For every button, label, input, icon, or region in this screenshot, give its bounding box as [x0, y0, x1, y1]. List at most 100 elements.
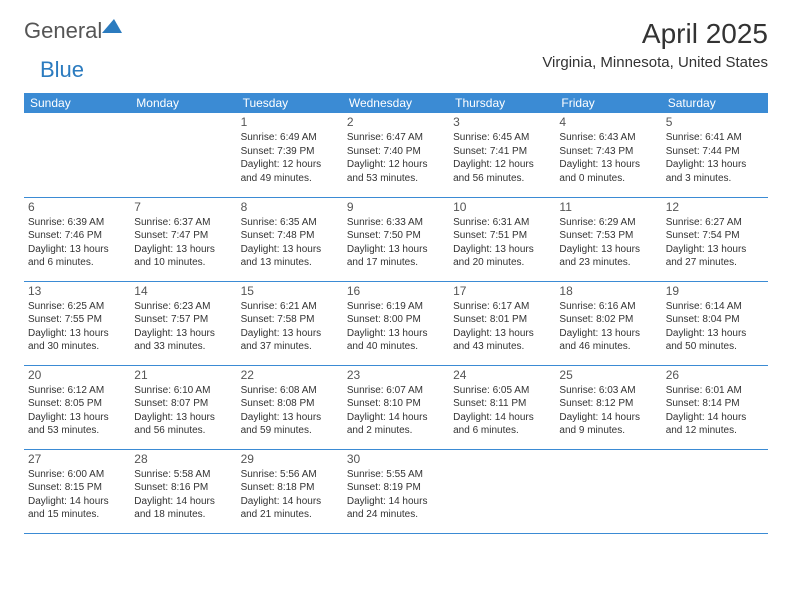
day-number: 9 [347, 200, 445, 214]
day-number: 26 [666, 368, 764, 382]
day-sun-info: Sunrise: 6:37 AMSunset: 7:47 PMDaylight:… [134, 216, 232, 270]
calendar-week-row: 6 Sunrise: 6:39 AMSunset: 7:46 PMDaylight… [24, 197, 768, 281]
page-title: April 2025 [542, 18, 768, 50]
calendar-day-cell: 29Sunrise: 5:56 AMSunset: 8:18 PMDayligh… [237, 449, 343, 533]
calendar-day-cell: 25 Sunrise: 6:03 AMSunset: 8:12 PMDayligh… [555, 365, 661, 449]
weekday-header: Monday [130, 93, 236, 113]
calendar-day-cell: 23Sunrise: 6:07 AMSunset: 8:10 PMDayligh… [343, 365, 449, 449]
calendar-table: SundayMondayTuesdayWednesdayThursdayFrid… [24, 93, 768, 534]
day-sun-info: Sunrise: 6:39 AMSunset: 7:46 PMDaylight:… [28, 216, 126, 270]
day-number: 21 [134, 368, 232, 382]
calendar-day-cell: 20 Sunrise: 6:12 AMSunset: 8:05 PMDayligh… [24, 365, 130, 449]
calendar-day-cell: 24Sunrise: 6:05 AMSunset: 8:11 PMDayligh… [449, 365, 555, 449]
day-sun-info: Sunrise: 6:25 AMSunset: 7:55 PMDaylight:… [28, 300, 126, 354]
day-number: 1 [241, 115, 339, 129]
calendar-day-cell: 5Sunrise: 6:41 AMSunset: 7:44 PMDaylight… [662, 113, 768, 197]
day-sun-info: Sunrise: 6:23 AMSunset: 7:57 PMDaylight:… [134, 300, 232, 354]
day-sun-info: Sunrise: 6:03 AMSunset: 8:12 PMDaylight:… [559, 384, 657, 438]
day-sun-info: Sunrise: 6:35 AMSunset: 7:48 PMDaylight:… [241, 216, 339, 270]
day-number: 3 [453, 115, 551, 129]
day-number: 29 [241, 452, 339, 466]
calendar-day-cell: 30 Sunrise: 5:55 AMSunset: 8:19 PMDayligh… [343, 449, 449, 533]
day-number: 17 [453, 284, 551, 298]
calendar-day-cell: 11Sunrise: 6:29 AMSunset: 7:53 PMDayligh… [555, 197, 661, 281]
brand-text-2: Blue [40, 57, 84, 82]
calendar-empty-cell [130, 113, 236, 197]
weekday-header: Saturday [662, 93, 768, 113]
calendar-day-cell: 8 Sunrise: 6:35 AMSunset: 7:48 PMDaylight… [237, 197, 343, 281]
weekday-header: Friday [555, 93, 661, 113]
calendar-day-cell: 7 Sunrise: 6:37 AMSunset: 7:47 PMDaylight… [130, 197, 236, 281]
day-number: 22 [241, 368, 339, 382]
calendar-week-row: 27 Sunrise: 6:00 AMSunset: 8:15 PMDayligh… [24, 449, 768, 533]
day-number: 24 [453, 368, 551, 382]
calendar-day-cell: 28Sunrise: 5:58 AMSunset: 8:16 PMDayligh… [130, 449, 236, 533]
calendar-day-cell: 19 Sunrise: 6:14 AMSunset: 8:04 PMDayligh… [662, 281, 768, 365]
calendar-day-cell: 9 Sunrise: 6:33 AMSunset: 7:50 PMDaylight… [343, 197, 449, 281]
calendar-day-cell: 21 Sunrise: 6:10 AMSunset: 8:07 PMDayligh… [130, 365, 236, 449]
day-sun-info: Sunrise: 6:14 AMSunset: 8:04 PMDaylight:… [666, 300, 764, 354]
weekday-header: Sunday [24, 93, 130, 113]
day-number: 16 [347, 284, 445, 298]
page-location: Virginia, Minnesota, United States [542, 54, 768, 71]
day-sun-info: Sunrise: 6:47 AMSunset: 7:40 PMDaylight:… [347, 131, 445, 185]
calendar-week-row: 20 Sunrise: 6:12 AMSunset: 8:05 PMDayligh… [24, 365, 768, 449]
day-sun-info: Sunrise: 6:21 AMSunset: 7:58 PMDaylight:… [241, 300, 339, 354]
calendar-day-cell: 4Sunrise: 6:43 AMSunset: 7:43 PMDaylight… [555, 113, 661, 197]
calendar-day-cell: 13 Sunrise: 6:25 AMSunset: 7:55 PMDayligh… [24, 281, 130, 365]
brand-triangle-icon [102, 17, 122, 38]
day-sun-info: Sunrise: 6:45 AMSunset: 7:41 PMDaylight:… [453, 131, 551, 185]
day-sun-info: Sunrise: 6:43 AMSunset: 7:43 PMDaylight:… [559, 131, 657, 185]
day-sun-info: Sunrise: 6:17 AMSunset: 8:01 PMDaylight:… [453, 300, 551, 354]
day-sun-info: Sunrise: 6:01 AMSunset: 8:14 PMDaylight:… [666, 384, 764, 438]
day-number: 23 [347, 368, 445, 382]
calendar-day-cell: 6 Sunrise: 6:39 AMSunset: 7:46 PMDaylight… [24, 197, 130, 281]
day-number: 6 [28, 200, 126, 214]
day-number: 30 [347, 452, 445, 466]
day-number: 8 [241, 200, 339, 214]
weekday-header: Tuesday [237, 93, 343, 113]
calendar-day-cell: 1 Sunrise: 6:49 AMSunset: 7:39 PMDaylight… [237, 113, 343, 197]
calendar-day-cell: 18Sunrise: 6:16 AMSunset: 8:02 PMDayligh… [555, 281, 661, 365]
calendar-week-row: 13 Sunrise: 6:25 AMSunset: 7:55 PMDayligh… [24, 281, 768, 365]
day-number: 13 [28, 284, 126, 298]
day-sun-info: Sunrise: 5:55 AMSunset: 8:19 PMDaylight:… [347, 468, 445, 522]
day-number: 11 [559, 200, 657, 214]
calendar-day-cell: 15Sunrise: 6:21 AMSunset: 7:58 PMDayligh… [237, 281, 343, 365]
day-sun-info: Sunrise: 6:49 AMSunset: 7:39 PMDaylight:… [241, 131, 339, 185]
calendar-day-cell: 16 Sunrise: 6:19 AMSunset: 8:00 PMDayligh… [343, 281, 449, 365]
day-number: 7 [134, 200, 232, 214]
calendar-page: General April 2025 Virginia, Minnesota, … [0, 0, 792, 552]
calendar-header-row: SundayMondayTuesdayWednesdayThursdayFrid… [24, 93, 768, 113]
calendar-day-cell: 14 Sunrise: 6:23 AMSunset: 7:57 PMDayligh… [130, 281, 236, 365]
day-sun-info: Sunrise: 6:00 AMSunset: 8:15 PMDaylight:… [28, 468, 126, 522]
title-block: April 2025 Virginia, Minnesota, United S… [542, 18, 768, 71]
day-number: 19 [666, 284, 764, 298]
calendar-day-cell: 22 Sunrise: 6:08 AMSunset: 8:08 PMDayligh… [237, 365, 343, 449]
calendar-empty-cell [555, 449, 661, 533]
day-number: 27 [28, 452, 126, 466]
calendar-day-cell: 2 Sunrise: 6:47 AMSunset: 7:40 PMDaylight… [343, 113, 449, 197]
calendar-day-cell: 3 Sunrise: 6:45 AMSunset: 7:41 PMDaylight… [449, 113, 555, 197]
calendar-day-cell: 17 Sunrise: 6:17 AMSunset: 8:01 PMDayligh… [449, 281, 555, 365]
calendar-empty-cell [449, 449, 555, 533]
day-number: 2 [347, 115, 445, 129]
calendar-body: 1 Sunrise: 6:49 AMSunset: 7:39 PMDaylight… [24, 113, 768, 533]
calendar-day-cell: 12Sunrise: 6:27 AMSunset: 7:54 PMDayligh… [662, 197, 768, 281]
calendar-empty-cell [662, 449, 768, 533]
day-number: 14 [134, 284, 232, 298]
day-number: 18 [559, 284, 657, 298]
day-number: 25 [559, 368, 657, 382]
day-sun-info: Sunrise: 6:19 AMSunset: 8:00 PMDaylight:… [347, 300, 445, 354]
day-sun-info: Sunrise: 6:12 AMSunset: 8:05 PMDaylight:… [28, 384, 126, 438]
day-number: 12 [666, 200, 764, 214]
day-number: 28 [134, 452, 232, 466]
day-number: 10 [453, 200, 551, 214]
day-sun-info: Sunrise: 6:33 AMSunset: 7:50 PMDaylight:… [347, 216, 445, 270]
brand-text-1: General [24, 18, 102, 44]
calendar-day-cell: 10Sunrise: 6:31 AMSunset: 7:51 PMDayligh… [449, 197, 555, 281]
day-sun-info: Sunrise: 6:08 AMSunset: 8:08 PMDaylight:… [241, 384, 339, 438]
day-sun-info: Sunrise: 6:10 AMSunset: 8:07 PMDaylight:… [134, 384, 232, 438]
day-number: 20 [28, 368, 126, 382]
calendar-day-cell: 26 Sunrise: 6:01 AMSunset: 8:14 PMDayligh… [662, 365, 768, 449]
